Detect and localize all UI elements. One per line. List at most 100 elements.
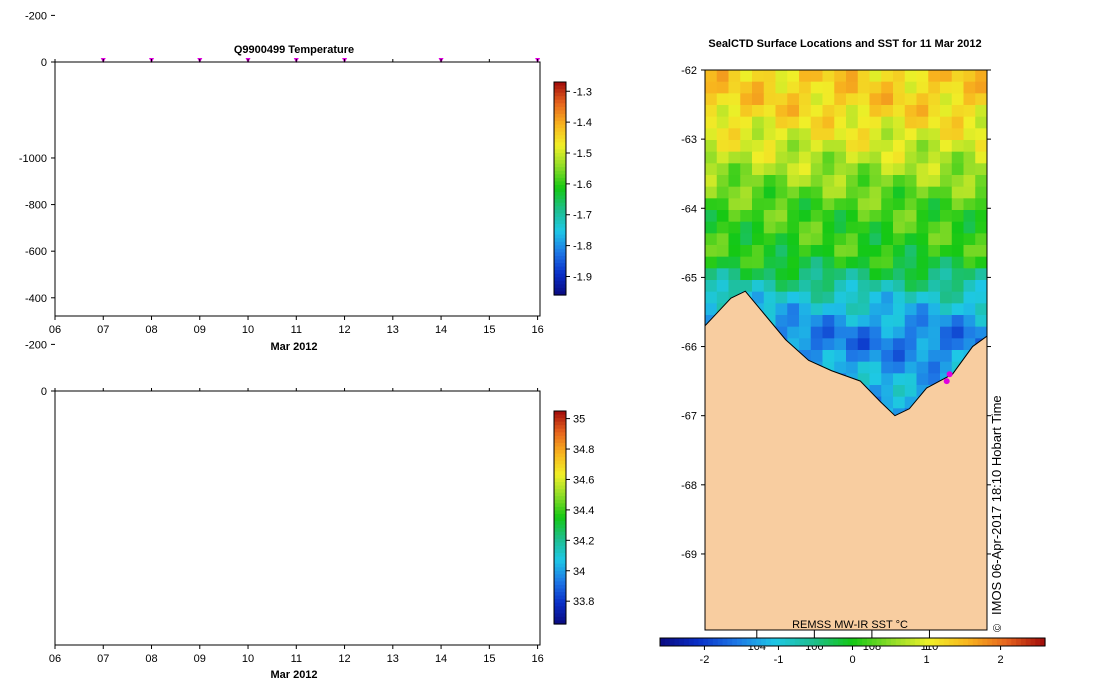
colorbar-swatch bbox=[554, 450, 566, 455]
colorbar-swatch bbox=[554, 238, 566, 243]
sst-cell bbox=[940, 221, 953, 234]
sst-cell bbox=[963, 245, 976, 258]
sst-colorbar-swatch bbox=[688, 638, 695, 646]
sst-cell bbox=[881, 233, 894, 246]
colorbar-swatch bbox=[554, 99, 566, 104]
sst-cell bbox=[857, 268, 871, 281]
sst-cell bbox=[810, 198, 824, 211]
sst-cell bbox=[963, 221, 976, 234]
sst-cell bbox=[916, 315, 929, 328]
sst-cell bbox=[916, 233, 929, 246]
sst-cell bbox=[834, 245, 847, 258]
sst-cell bbox=[940, 140, 953, 153]
sst-colorbar-swatch bbox=[732, 638, 738, 646]
sst-cell bbox=[728, 256, 741, 269]
sst-cell bbox=[951, 140, 965, 153]
sst-cell bbox=[869, 373, 882, 386]
sst-cell bbox=[799, 186, 812, 199]
sst-cell bbox=[752, 256, 765, 269]
sst-cell bbox=[975, 116, 987, 129]
sst-cell bbox=[846, 175, 859, 188]
sst-cell bbox=[940, 198, 953, 211]
sst-cell bbox=[752, 210, 765, 223]
sst-cell bbox=[881, 315, 894, 328]
sst-cell bbox=[799, 175, 812, 188]
sst-cell bbox=[740, 198, 753, 211]
sst-cell bbox=[857, 350, 871, 363]
sst-cell bbox=[787, 81, 800, 94]
sst-cell bbox=[810, 221, 824, 234]
sst-cell bbox=[799, 303, 812, 316]
sst-colorbar-swatch bbox=[785, 638, 791, 646]
colorbar-swatch bbox=[554, 153, 566, 158]
sst-cell bbox=[857, 245, 871, 258]
sst-cell bbox=[881, 186, 894, 199]
sst-cell bbox=[975, 233, 987, 246]
sst-cell bbox=[975, 280, 987, 293]
sst-cell bbox=[822, 280, 835, 293]
colorbar-swatch bbox=[554, 528, 566, 533]
sst-colorbar-swatch bbox=[1035, 638, 1041, 646]
sst-cell bbox=[775, 280, 788, 293]
sst-cell bbox=[799, 268, 812, 281]
colorbar-swatch bbox=[554, 241, 566, 246]
colorbar-swatch bbox=[554, 213, 566, 218]
plot-frame bbox=[54, 390, 541, 646]
sst-cell bbox=[728, 245, 741, 258]
sst-colorbar-swatch bbox=[1025, 638, 1032, 646]
sst-cell bbox=[869, 315, 882, 328]
lat-tick-label: -65 bbox=[681, 272, 697, 284]
sst-cell bbox=[775, 163, 788, 176]
sst-cell bbox=[846, 163, 859, 176]
sst-cell bbox=[705, 280, 718, 293]
sst-cell bbox=[904, 350, 918, 363]
sst-cell bbox=[963, 256, 976, 269]
sst-cell bbox=[869, 350, 882, 363]
colorbar-swatch bbox=[554, 252, 566, 257]
sst-cell bbox=[799, 81, 812, 94]
sst-cell bbox=[810, 326, 824, 339]
sst-cell bbox=[846, 350, 859, 363]
sst-cell bbox=[893, 268, 906, 281]
sst-cell bbox=[881, 303, 894, 316]
sst-cell bbox=[904, 105, 918, 118]
sst-cell bbox=[810, 175, 824, 188]
y-tick-label: -800 bbox=[25, 200, 47, 212]
sst-cell bbox=[822, 93, 835, 106]
sst-cell bbox=[716, 210, 730, 223]
y-tick-label: -1000 bbox=[19, 153, 47, 165]
sst-cell bbox=[705, 116, 718, 129]
colorbar-swatch bbox=[554, 145, 566, 151]
sst-cell bbox=[822, 268, 835, 281]
sst-cell bbox=[740, 70, 753, 83]
sst-cell bbox=[975, 303, 987, 316]
sst-colorbar-swatch bbox=[919, 638, 926, 646]
sst-cell bbox=[787, 140, 800, 153]
colorbar-swatch bbox=[554, 432, 566, 437]
sst-cell bbox=[775, 210, 788, 223]
sst-cell bbox=[810, 81, 824, 94]
sst-cell bbox=[834, 280, 847, 293]
sst-cell bbox=[728, 151, 741, 164]
sst-cell bbox=[893, 396, 906, 409]
sst-cell bbox=[716, 140, 730, 153]
sst-colorbar-tick-label: 2 bbox=[998, 654, 1004, 666]
sst-cell bbox=[904, 303, 918, 316]
colorbar-swatch bbox=[554, 163, 566, 168]
colorbar-swatch bbox=[554, 521, 566, 526]
sst-colorbar-swatch bbox=[809, 638, 815, 646]
sst-cell bbox=[705, 70, 718, 83]
sst-cell bbox=[904, 210, 918, 223]
sst-cell bbox=[834, 315, 847, 328]
sst-colorbar-swatch bbox=[741, 638, 748, 646]
sst-cell bbox=[975, 245, 987, 258]
sst-cell bbox=[916, 245, 929, 258]
sst-cell bbox=[846, 303, 859, 316]
sst-colorbar-swatch bbox=[862, 638, 868, 646]
sst-cell bbox=[904, 93, 918, 106]
sst-cell bbox=[951, 198, 965, 211]
sst-colorbar-swatch bbox=[794, 638, 801, 646]
sst-cell bbox=[975, 268, 987, 281]
sst-cell bbox=[728, 116, 741, 129]
sst-cell bbox=[740, 105, 753, 118]
